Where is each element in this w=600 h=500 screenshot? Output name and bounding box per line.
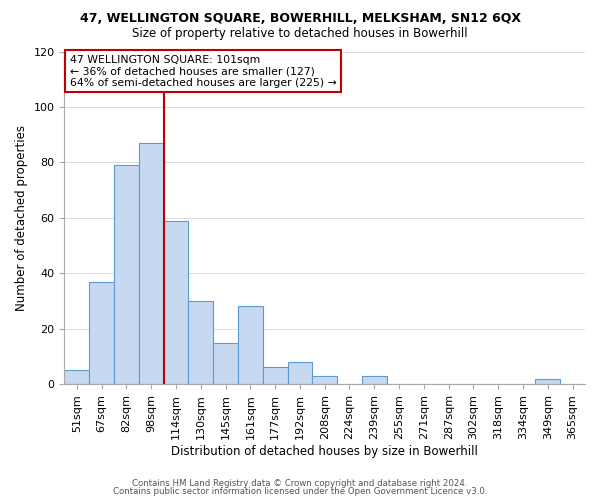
Bar	[64, 370, 89, 384]
Bar	[263, 368, 287, 384]
Bar	[238, 306, 263, 384]
Text: Contains HM Land Registry data © Crown copyright and database right 2024.: Contains HM Land Registry data © Crown c…	[132, 478, 468, 488]
Text: 47, WELLINGTON SQUARE, BOWERHILL, MELKSHAM, SN12 6QX: 47, WELLINGTON SQUARE, BOWERHILL, MELKSH…	[79, 12, 521, 26]
Bar	[89, 282, 114, 384]
Bar	[213, 342, 238, 384]
Bar	[535, 378, 560, 384]
Bar	[362, 376, 386, 384]
Bar	[164, 220, 188, 384]
Y-axis label: Number of detached properties: Number of detached properties	[15, 125, 28, 311]
Text: Size of property relative to detached houses in Bowerhill: Size of property relative to detached ho…	[132, 28, 468, 40]
X-axis label: Distribution of detached houses by size in Bowerhill: Distribution of detached houses by size …	[171, 444, 478, 458]
Bar	[313, 376, 337, 384]
Text: 47 WELLINGTON SQUARE: 101sqm
← 36% of detached houses are smaller (127)
64% of s: 47 WELLINGTON SQUARE: 101sqm ← 36% of de…	[70, 55, 337, 88]
Bar	[114, 165, 139, 384]
Text: Contains public sector information licensed under the Open Government Licence v3: Contains public sector information licen…	[113, 487, 487, 496]
Bar	[287, 362, 313, 384]
Bar	[188, 301, 213, 384]
Bar	[139, 143, 164, 384]
